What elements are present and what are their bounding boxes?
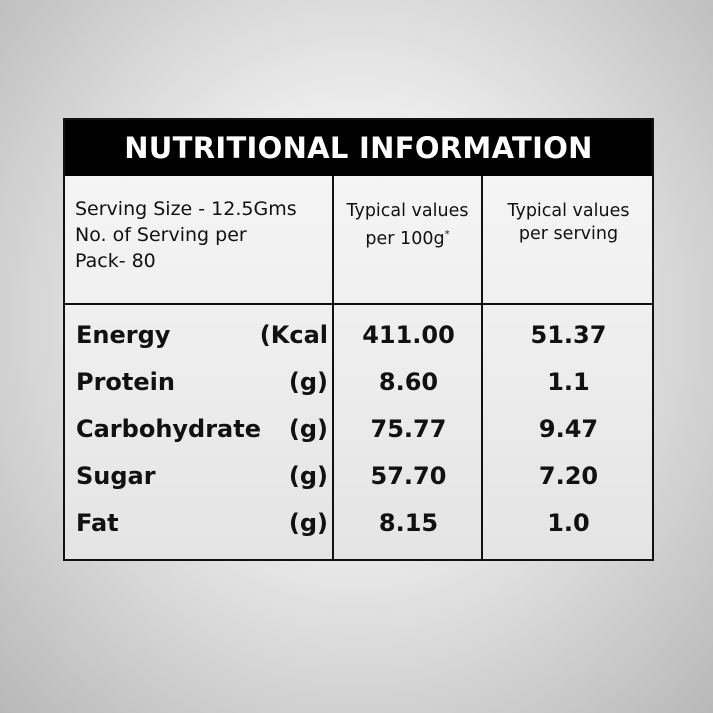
nutrient-name: Sugar <box>76 462 156 490</box>
nutrient-row-energy: Energy (Kcal 411.00 51.37 <box>65 318 652 365</box>
nutrition-panel: NUTRITIONAL INFORMATION Serving Size - 1… <box>63 118 654 561</box>
pack-count-text: Pack- 80 <box>75 250 156 272</box>
nutrient-name: Fat <box>76 509 119 537</box>
nutrient-value-per-100g: 411.00 <box>362 321 455 349</box>
nutrient-row-sugar: Sugar (g) 57.70 7.20 <box>65 459 652 506</box>
column-divider-2 <box>481 176 483 559</box>
nutrient-value-per-100g: 75.77 <box>370 415 447 443</box>
serving-info: Serving Size - 12.5Gms No. of Serving pe… <box>75 196 330 274</box>
per-100g-header: Typical values per 100g* <box>334 200 481 251</box>
per-serving-header-line2: per serving <box>518 224 619 244</box>
nutrient-value-per-serving: 9.47 <box>538 415 599 443</box>
nutrient-unit: (g) <box>288 415 328 443</box>
servings-per-pack-text: No. of Serving per <box>75 224 247 246</box>
nutrient-unit: (Kcal <box>259 321 328 349</box>
footnote-mark: * <box>444 229 450 240</box>
nutrient-rows: Energy (Kcal 411.00 51.37 Protein (g) 8.… <box>65 318 652 553</box>
serving-size-text: Serving Size - 12.5Gms <box>75 198 297 220</box>
nutrient-value-per-serving: 1.1 <box>547 368 590 396</box>
nutrient-row-fat: Fat (g) 8.15 1.0 <box>65 506 652 553</box>
nutrient-unit: (g) <box>288 509 328 537</box>
nutrient-unit: (g) <box>288 368 328 396</box>
nutrient-name: Energy <box>76 321 171 349</box>
per-100g-header-line1: Typical values <box>346 201 469 221</box>
nutrient-name: Carbohydrate <box>76 415 262 443</box>
header-divider <box>65 303 652 305</box>
per-serving-header: Typical values per serving <box>483 200 654 246</box>
nutrient-name: Protein <box>76 368 175 396</box>
nutrient-row-protein: Protein (g) 8.60 1.1 <box>65 365 652 412</box>
nutrient-value-per-100g: 8.15 <box>378 509 439 537</box>
per-100g-header-line2: per 100g* <box>365 229 450 249</box>
nutrient-unit: (g) <box>288 462 328 490</box>
per-serving-header-line1: Typical values <box>507 201 630 221</box>
nutrient-value-per-serving: 7.20 <box>538 462 599 490</box>
nutrient-value-per-100g: 8.60 <box>378 368 439 396</box>
column-divider-1 <box>332 176 334 559</box>
panel-title: NUTRITIONAL INFORMATION <box>65 120 652 176</box>
nutrient-value-per-serving: 1.0 <box>547 509 590 537</box>
nutrient-row-carbohydrate: Carbohydrate (g) 75.77 9.47 <box>65 412 652 459</box>
nutrient-value-per-100g: 57.70 <box>370 462 447 490</box>
nutrient-value-per-serving: 51.37 <box>530 321 607 349</box>
